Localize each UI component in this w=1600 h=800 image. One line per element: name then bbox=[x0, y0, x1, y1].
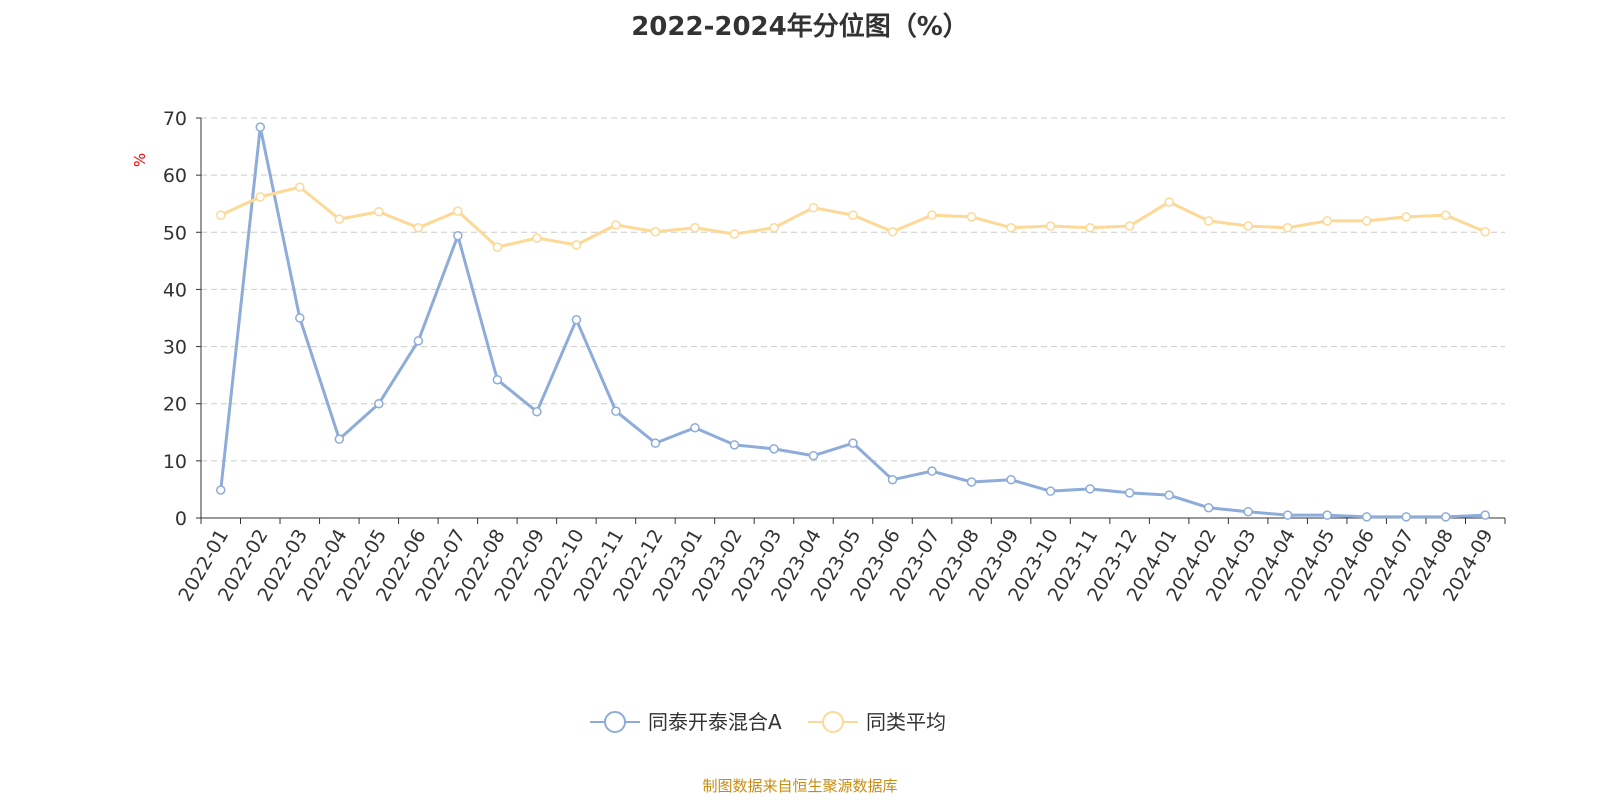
data-point bbox=[690, 222, 700, 233]
data-point bbox=[1124, 488, 1135, 498]
data-point bbox=[413, 336, 424, 346]
data-point bbox=[1243, 221, 1253, 231]
legend-label: 同泰开泰混合A bbox=[648, 710, 782, 734]
y-tick-label: 0 bbox=[175, 508, 187, 530]
data-point bbox=[887, 226, 898, 237]
data-point bbox=[729, 229, 740, 239]
data-point bbox=[848, 438, 858, 448]
data-point bbox=[611, 220, 621, 230]
chart-title: 2022-2024年分位图（%） bbox=[631, 12, 969, 42]
data-point bbox=[1045, 486, 1056, 496]
data-point bbox=[1282, 510, 1293, 520]
data-point bbox=[1203, 502, 1214, 513]
data-point bbox=[611, 406, 621, 416]
data-point bbox=[1006, 222, 1016, 233]
data-point bbox=[295, 313, 305, 323]
data-point bbox=[1203, 216, 1214, 226]
data-point bbox=[1045, 221, 1056, 231]
data-point bbox=[966, 212, 977, 222]
y-tick-label: 60 bbox=[163, 165, 187, 187]
y-tick-label: 50 bbox=[163, 222, 187, 244]
data-point bbox=[1243, 506, 1253, 517]
y-tick-label: 40 bbox=[163, 279, 187, 301]
data-point bbox=[492, 374, 503, 385]
data-point bbox=[769, 444, 779, 454]
data-point bbox=[1124, 221, 1135, 231]
data-point bbox=[413, 222, 424, 233]
data-point bbox=[729, 440, 740, 450]
data-point bbox=[453, 206, 463, 216]
data-point bbox=[808, 202, 819, 213]
data-point bbox=[808, 450, 819, 461]
data-point bbox=[374, 398, 384, 409]
data-point bbox=[216, 210, 226, 220]
data-point bbox=[334, 214, 345, 224]
data-point bbox=[1401, 212, 1411, 222]
data-point bbox=[927, 210, 937, 220]
data-point bbox=[532, 233, 542, 243]
legend-label: 同类平均 bbox=[866, 710, 946, 734]
data-point bbox=[1322, 216, 1332, 226]
data-point bbox=[1480, 510, 1490, 520]
y-tick-label: 70 bbox=[163, 108, 187, 130]
data-point bbox=[690, 422, 700, 433]
y-tick-label: 20 bbox=[163, 394, 187, 416]
data-point bbox=[492, 242, 503, 252]
data-point bbox=[1361, 512, 1372, 522]
data-point bbox=[571, 314, 582, 325]
y-tick-label: 30 bbox=[163, 337, 187, 359]
data-point bbox=[1322, 510, 1332, 520]
data-point bbox=[650, 226, 661, 237]
data-point bbox=[374, 206, 384, 217]
data-point bbox=[1440, 210, 1451, 220]
data-point bbox=[571, 240, 582, 250]
legend-marker-icon bbox=[604, 711, 626, 733]
data-point bbox=[1085, 484, 1095, 494]
legend-marker-icon bbox=[822, 711, 844, 733]
data-point bbox=[1085, 222, 1095, 233]
data-point bbox=[1006, 474, 1016, 485]
data-point bbox=[887, 474, 898, 485]
data-point bbox=[216, 485, 226, 495]
data-point bbox=[1282, 222, 1293, 233]
data-point bbox=[295, 182, 305, 192]
data-point bbox=[255, 122, 266, 132]
data-point bbox=[1440, 512, 1451, 522]
data-point bbox=[1164, 490, 1174, 500]
data-point bbox=[1480, 226, 1490, 237]
data-point bbox=[255, 192, 266, 202]
data-point bbox=[1164, 197, 1174, 207]
data-point bbox=[453, 230, 463, 241]
data-point bbox=[334, 434, 345, 444]
y-axis-label: % bbox=[131, 153, 149, 167]
series-line-0 bbox=[219, 125, 1486, 519]
data-point bbox=[532, 406, 542, 417]
data-point bbox=[1401, 512, 1411, 522]
data-point bbox=[927, 466, 937, 476]
data-point bbox=[1361, 216, 1372, 226]
data-point bbox=[650, 438, 661, 448]
y-tick-label: 10 bbox=[163, 451, 187, 473]
source-footer: 制图数据来自恒生聚源数据库 bbox=[702, 777, 898, 795]
data-point bbox=[769, 222, 779, 233]
data-point bbox=[848, 210, 858, 220]
data-point bbox=[966, 477, 977, 487]
